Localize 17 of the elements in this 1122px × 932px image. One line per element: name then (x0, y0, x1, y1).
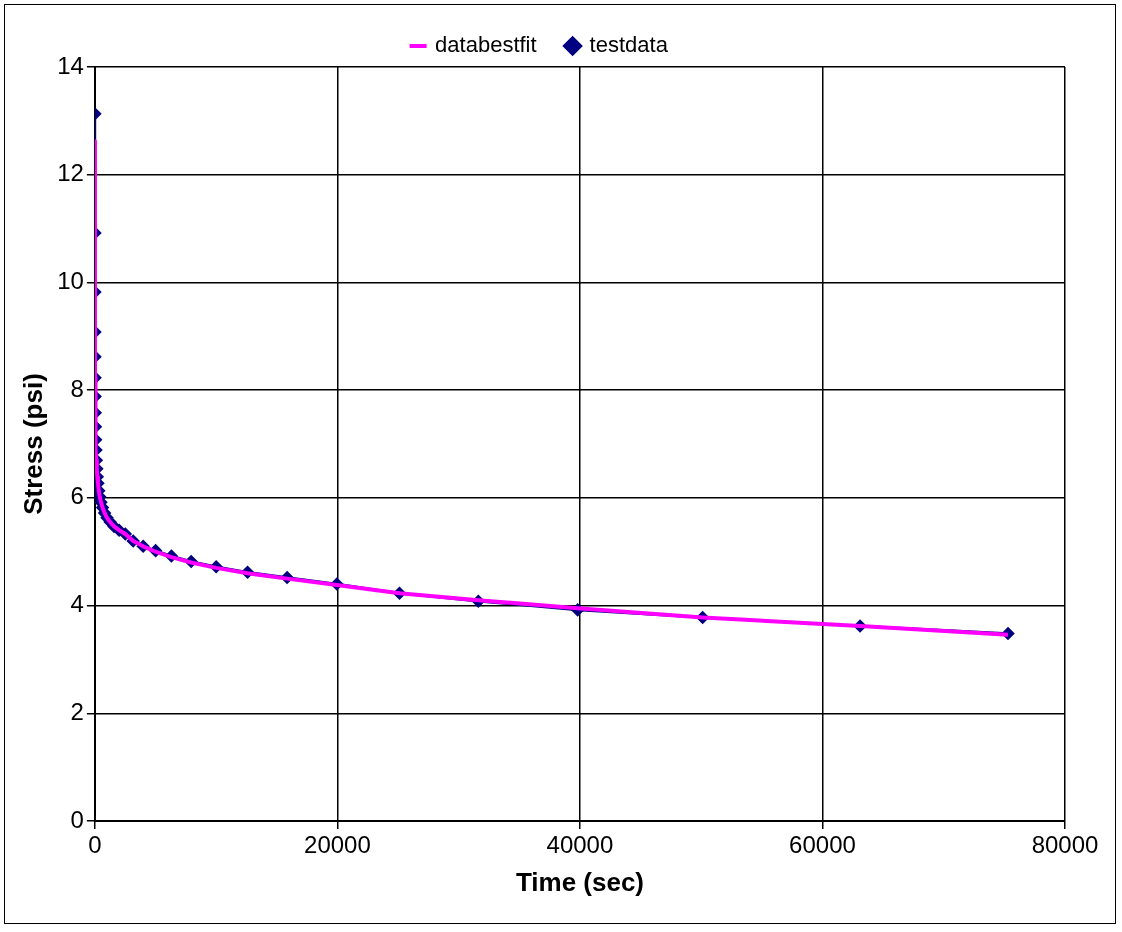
y-tick-label: 14 (57, 51, 84, 79)
y-tick-label: 4 (70, 590, 84, 618)
x-tick-label: 40000 (546, 831, 614, 859)
y-axis-title: Stress (psi) (17, 373, 48, 515)
x-tick-label: 0 (88, 831, 102, 859)
y-tick-label: 10 (57, 267, 84, 295)
x-tick-label: 80000 (1031, 831, 1099, 859)
y-tick-label: 12 (57, 159, 84, 187)
x-tick-label: 20000 (304, 831, 371, 859)
legend-label: databestfit (435, 32, 537, 58)
legend-label: testdata (589, 32, 669, 58)
y-tick-label: 0 (70, 805, 84, 833)
y-tick-label: 2 (70, 697, 84, 725)
x-tick-label: 60000 (789, 831, 856, 859)
y-tick-label: 8 (70, 374, 84, 402)
x-axis-title: Time (sec) (515, 866, 645, 897)
y-tick-label: 6 (70, 482, 84, 510)
